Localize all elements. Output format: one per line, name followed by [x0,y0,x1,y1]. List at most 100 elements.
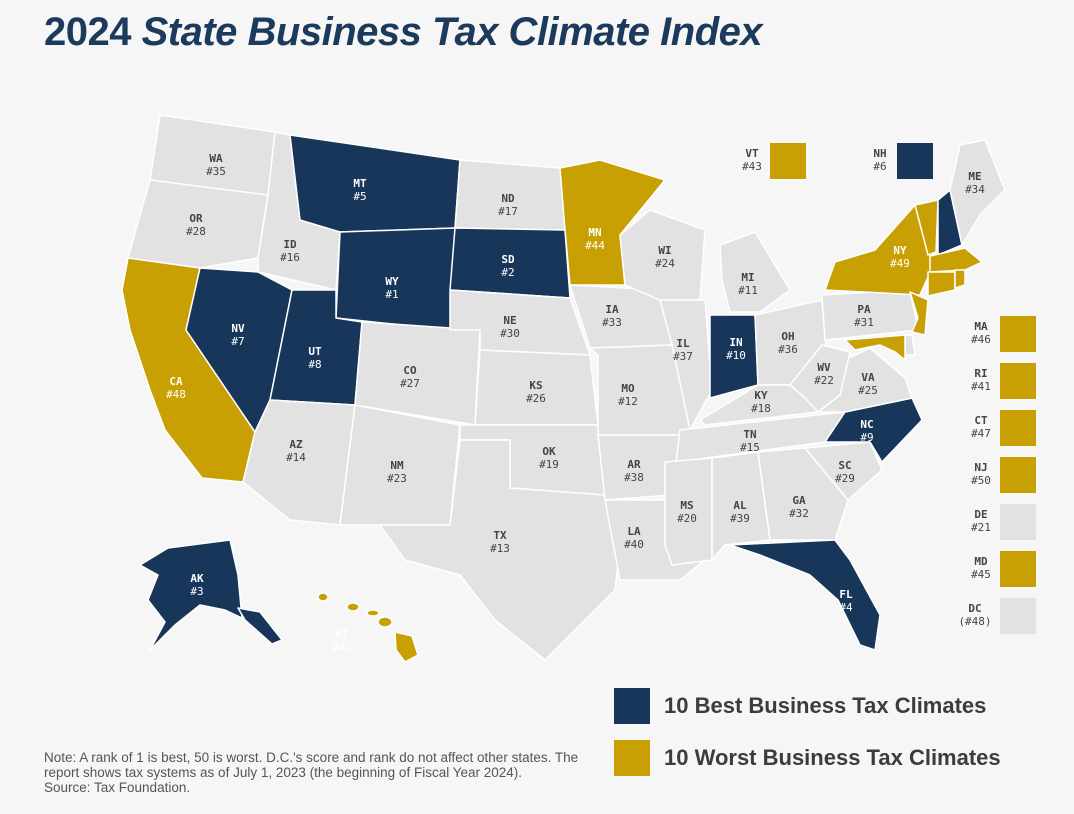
state-rank-GA: #32 [789,507,809,520]
small-state-rank-RI: #41 [971,380,991,393]
legend-best: 10 Best Business Tax Climates [614,688,1001,724]
state-abbr-MS: MS [680,499,693,512]
state-abbr-PA: PA [857,303,871,316]
state-shape-MA-map [929,247,983,273]
state-label-UT: UT #8 [308,345,322,371]
state-abbr-KS: KS [529,379,542,392]
small-state-label-MD: MD #45 [971,555,991,581]
state-abbr-ND: ND [501,192,515,205]
small-state-abbr-DE: DE [974,508,987,521]
state-shape-MS [664,457,713,566]
state-abbr-AL: AL [733,499,747,512]
small-state-rank-NH: #6 [873,160,886,173]
source-text: Source: Tax Foundation. [44,780,191,795]
state-rank-MN: #44 [585,239,605,252]
state-rank-CO: #27 [400,377,420,390]
state-abbr-AZ: AZ [289,438,303,451]
state-rank-WV: #22 [814,374,834,387]
small-state-abbr-MD: MD [974,555,988,568]
state-abbr-OR: OR [189,212,203,225]
state-shape-DE-map [904,334,916,356]
state-rank-FL: #4 [839,601,853,614]
state-abbr-GA: GA [792,494,806,507]
hawaii-kauai [317,592,329,602]
state-abbr-IL: IL [676,337,690,350]
state-abbr-NC: NC [860,418,873,431]
state-label-OH: OH #36 [778,330,798,356]
state-label-AR: AR #38 [624,458,644,484]
state-shape-TX [379,439,621,661]
state-label-CA: CA #48 [166,375,186,401]
state-label-MS: MS #20 [677,499,697,525]
state-abbr-UT: UT [308,345,322,358]
state-label-TX: TX #13 [490,529,510,555]
state-rank-VA: #25 [858,384,878,397]
state-shape-VT-map [914,199,939,256]
state-shape-AL [711,451,771,561]
legend-worst: 10 Worst Business Tax Climates [614,740,1001,776]
state-label-IA: IA #33 [602,303,622,329]
state-rank-MI: #11 [738,284,758,297]
state-abbr-WV: WV [817,361,831,374]
state-abbr-AK: AK [190,572,204,585]
state-shape-MI [719,231,791,313]
state-abbr-KY: KY [754,389,768,402]
state-shape-WV [789,344,851,413]
state-shape-SC [804,441,883,501]
small-state-label-MA: MA #46 [971,320,991,346]
footnote: Note: A rank of 1 is best, 50 is worst. … [44,750,584,795]
state-label-AL: AL #39 [730,499,750,525]
small-state-box-MA [1000,316,1036,352]
state-abbr-SD: SD [501,253,515,266]
state-label-GA: GA #32 [789,494,809,520]
state-abbr-AR: AR [627,458,641,471]
small-state-label-VT: VT #43 [742,147,762,173]
state-rank-MT: #5 [353,190,366,203]
state-rank-UT: #8 [308,358,321,371]
state-abbr-WY: WY [385,275,399,288]
small-state-box-MD [1000,551,1036,587]
state-shape-MD-map [844,334,906,361]
small-state-box-NH [897,143,933,179]
state-label-CO: CO #27 [400,364,420,390]
small-state-abbr-MA: MA [974,320,988,333]
state-abbr-MO: MO [621,382,635,395]
state-label-OR: OR #28 [186,212,206,238]
state-label-MI: MI #11 [738,271,758,297]
legend-best-swatch [614,688,650,724]
state-rank-TN: #15 [740,441,760,454]
state-rank-CA: #48 [166,388,186,401]
state-shape-CT-map [927,271,956,297]
state-abbr-SC: SC [838,459,851,472]
state-abbr-CA: CA [169,375,183,388]
state-shape-NJ-map [909,291,929,336]
state-label-IL: IL #37 [673,337,693,363]
legend-worst-swatch [614,740,650,776]
state-rank-NY: #49 [890,257,910,270]
small-state-label-NH: NH #6 [873,147,886,173]
small-state-box-NJ [1000,457,1036,493]
state-label-TN: TN #15 [740,428,760,454]
state-abbr-ID: ID [283,238,297,251]
state-rank-ID: #16 [280,251,300,264]
state-rank-ME: #34 [965,183,985,196]
state-label-NC: NC #9 [860,418,873,444]
state-label-WA: WA #35 [206,152,226,178]
state-label-ND: ND #17 [498,192,518,218]
state-abbr-CO: CO [403,364,417,377]
state-abbr-MI: MI [741,271,754,284]
state-abbr-NY: NY [893,244,907,257]
state-rank-AZ: #14 [286,451,306,464]
state-label-MT: MT #5 [353,177,367,203]
state-rank-LA: #40 [624,538,644,551]
state-label-AZ: AZ #14 [286,438,306,464]
state-label-SD: SD #2 [501,253,515,279]
state-abbr-HI: HI [335,628,348,641]
state-label-MO: MO #12 [618,382,638,408]
state-rank-NV: #7 [231,335,244,348]
small-state-box-VT [770,143,806,179]
alaska-panhandle [237,607,283,645]
state-label-OK: OK #19 [539,445,559,471]
small-state-abbr-DC: DC [968,602,981,615]
